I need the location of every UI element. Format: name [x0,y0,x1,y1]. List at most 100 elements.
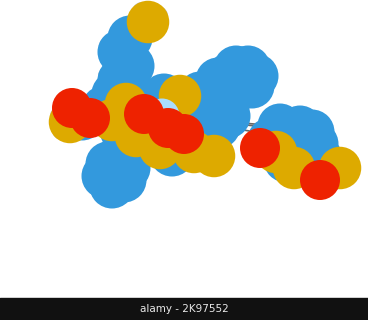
Point [317,121,323,126]
Point [117,49,123,54]
Point [233,58,239,63]
Point [97,124,103,129]
Point [87,116,93,121]
Point [267,138,273,143]
Point [309,129,315,134]
Point [215,124,221,129]
Point [155,132,161,137]
Point [323,167,329,172]
Point [215,77,221,83]
Point [123,140,129,145]
Point [69,105,75,110]
Point [297,125,303,131]
Point [119,111,125,116]
Point [325,161,331,166]
Point [283,157,289,163]
Point [141,151,147,156]
Point [109,117,115,123]
Text: alamy - 2K97552: alamy - 2K97552 [139,304,229,314]
Point [237,85,243,91]
Point [105,161,111,166]
Point [317,156,323,161]
Point [145,20,151,25]
Point [97,156,103,161]
Point [181,143,187,148]
Point [287,173,293,179]
Point [121,69,127,75]
Point [203,119,209,124]
Point [171,85,177,91]
Point [317,177,323,182]
Point [105,73,111,78]
Point [295,116,301,121]
Point [231,119,237,124]
Point [141,95,147,100]
Point [323,148,329,153]
Point [209,87,215,92]
Point [125,165,131,171]
Point [169,101,175,107]
Point [161,93,167,99]
Point [343,172,349,177]
Point [219,149,225,155]
Point [133,133,139,139]
Point [59,127,65,132]
Point [99,89,105,95]
Point [245,65,251,70]
Point [159,113,165,118]
Point [279,133,285,139]
Point [209,164,215,169]
Point [119,127,125,132]
Point [273,149,279,155]
Point [155,13,161,19]
Point [337,165,343,171]
Point [197,129,203,134]
Point [109,100,115,106]
Point [249,84,255,89]
Point [157,84,163,89]
Point [197,92,203,97]
Point [225,73,231,78]
Point [249,60,255,65]
Point [106,44,112,49]
Point [149,153,155,158]
Point [127,185,133,190]
Point [217,132,223,137]
Point [101,173,107,179]
Point [141,111,147,116]
Point [137,69,143,75]
Point [101,105,107,110]
Point [283,156,289,161]
Point [149,101,155,107]
Point [93,97,99,102]
Point [233,65,239,70]
Point [257,145,263,151]
Point [313,141,319,147]
Point [321,145,327,151]
Point [157,145,163,151]
Point [117,77,123,83]
Point [79,116,85,121]
Point [127,36,133,41]
Point [109,183,115,188]
Point [295,159,301,164]
Point [67,119,73,124]
Point [145,141,151,147]
Point [263,156,269,161]
Point [57,113,63,118]
Point [121,177,127,182]
Point [211,153,217,158]
Point [269,116,275,121]
Point [269,129,275,134]
Point [109,55,115,60]
Point [287,135,293,140]
Point [291,148,297,153]
Point [117,153,123,158]
Point [193,89,199,95]
Point [112,135,118,140]
Point [339,157,345,163]
Point [291,165,297,171]
Point [169,151,175,156]
Point [93,177,99,182]
Point [225,93,231,99]
